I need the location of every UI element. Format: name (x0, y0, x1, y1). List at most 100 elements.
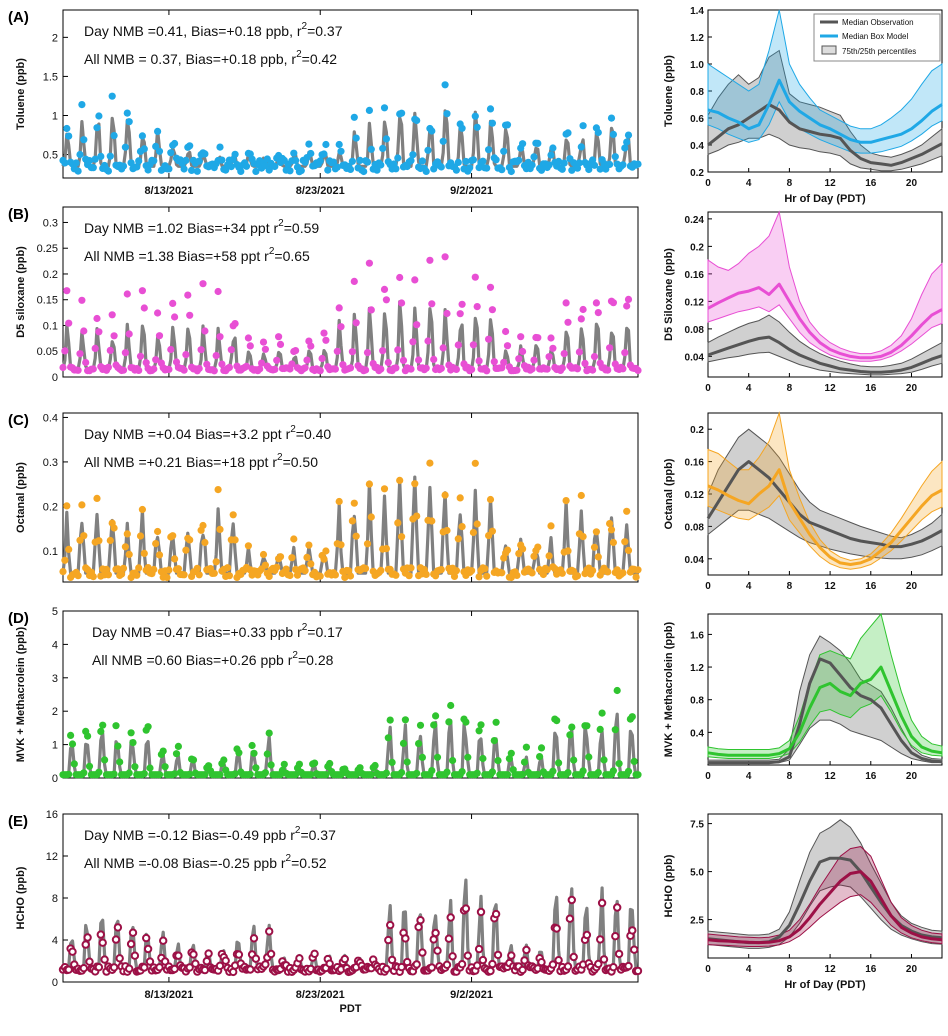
model-point (250, 749, 258, 757)
model-point (613, 686, 621, 695)
y-tick-label: 0.05 (37, 346, 58, 358)
model-point (624, 131, 633, 139)
model-point (307, 149, 315, 158)
diurnal-x-tick-label: 4 (746, 581, 752, 592)
stats-superscript: 2 (290, 424, 296, 435)
model-point (560, 159, 568, 167)
model-point (89, 573, 97, 581)
model-point (433, 946, 442, 955)
model-point (322, 336, 330, 344)
model-point (72, 159, 80, 167)
model-point (367, 306, 375, 314)
diurnal-x-tick-label: 12 (825, 178, 837, 189)
model-point (445, 718, 453, 726)
model-point (174, 742, 182, 751)
model-point (458, 300, 466, 308)
model-point (568, 166, 576, 174)
model-point (522, 743, 531, 751)
y-tick-label: 1 (52, 110, 58, 122)
diurnal-y-tick-label: 0.4 (690, 141, 704, 152)
model-point (301, 567, 309, 575)
model-point (303, 356, 311, 364)
model-point (628, 713, 636, 721)
model-point (242, 362, 251, 370)
model-point (394, 519, 402, 527)
model-point (427, 963, 436, 972)
y-tick-label: 2 (52, 706, 58, 718)
model-point (152, 142, 160, 150)
model-point (135, 366, 143, 374)
panel-diurnal-4: 2.5 5.0 7.5 0 4 8 12 16 20 HCHO (ppb) Hr of Day (P… (663, 813, 943, 991)
model-point (596, 935, 605, 944)
model-point (562, 299, 570, 307)
model-point (121, 543, 129, 551)
model-point (468, 567, 476, 575)
model-point (159, 936, 168, 945)
model-point (537, 958, 546, 967)
model-point (325, 959, 334, 968)
model-point (322, 547, 330, 555)
panel-timeseries-3: (D) 0 1 2 3 4 5 MVK + Methacrolein (ppb) Day NMB… (8, 606, 642, 785)
model-point (125, 330, 133, 338)
model-point (399, 356, 408, 364)
model-point (619, 569, 627, 577)
diurnal-y-tick-label: 0.2 (690, 242, 704, 253)
model-point (486, 105, 495, 113)
model-point (295, 760, 303, 768)
model-point (231, 150, 239, 158)
diurnal-y-tick-label: 1.2 (690, 663, 704, 674)
model-point (216, 143, 224, 151)
model-percentile-band (707, 411, 943, 570)
model-point (143, 944, 153, 954)
model-point (301, 364, 309, 372)
diurnal-x-tick-label: 0 (705, 771, 711, 782)
model-point (443, 309, 451, 318)
model-point (515, 355, 523, 363)
model-point (193, 167, 201, 175)
model-point (365, 106, 373, 114)
stats-day-value: =0.17 (307, 624, 343, 640)
model-point (634, 566, 642, 574)
model-point (61, 159, 69, 167)
model-point (392, 364, 400, 372)
model-point (155, 551, 164, 559)
model-point (218, 156, 226, 164)
model-point (167, 149, 175, 157)
stats-day-value: =0.40 (296, 426, 332, 442)
model-point (165, 165, 173, 173)
model-point (563, 962, 573, 971)
model-percentile-band (707, 210, 943, 362)
model-point (477, 721, 485, 729)
diurnal-y-axis-title: MVK + Methacrolein (ppb) (663, 621, 675, 757)
model-point (579, 305, 587, 314)
model-point (267, 761, 275, 769)
model-point (150, 565, 158, 574)
model-point (422, 570, 430, 579)
y-tick-label: 0.1 (43, 320, 58, 332)
model-point (579, 533, 587, 541)
model-point (335, 140, 343, 149)
model-point (140, 145, 148, 153)
model-point (249, 934, 259, 943)
observation-series (63, 878, 638, 971)
model-point (442, 960, 452, 969)
model-point (380, 285, 389, 293)
model-point (437, 163, 445, 171)
model-point (346, 364, 355, 372)
model-point (85, 957, 94, 966)
model-point (611, 153, 619, 161)
model-point (261, 345, 269, 353)
model-point (432, 712, 440, 720)
model-point (471, 112, 479, 120)
model-point (76, 350, 84, 358)
model-point (324, 166, 332, 174)
model-point (84, 732, 92, 740)
model-point (161, 763, 169, 771)
model-point (534, 334, 542, 342)
model-point (473, 123, 481, 131)
model-point (583, 722, 591, 730)
model-point (592, 299, 601, 307)
y-tick-label: 0.15 (37, 295, 58, 307)
panel-diurnal-2: 0.04 0.08 0.12 0.16 0.2 0 4 8 12 16 20 Octanal (ppb… (663, 411, 943, 592)
model-point (333, 347, 341, 355)
